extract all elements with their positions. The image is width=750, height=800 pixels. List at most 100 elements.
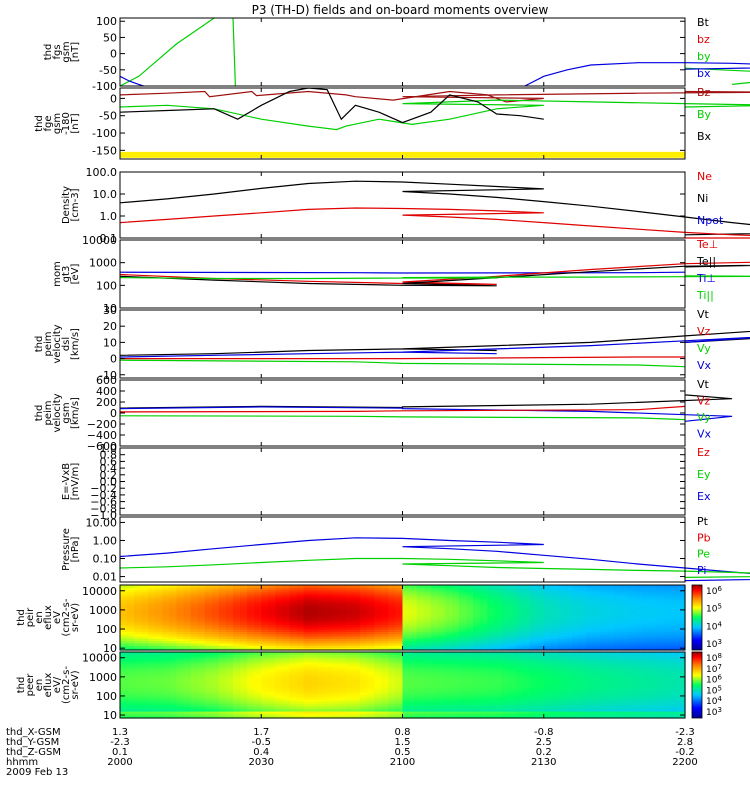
heatmap-cell bbox=[310, 715, 319, 719]
heatmap-cell bbox=[536, 633, 545, 637]
heatmap-cell bbox=[557, 587, 566, 591]
heatmap-cell bbox=[120, 687, 128, 691]
heatmap-cell bbox=[268, 699, 276, 703]
heatmap-cell bbox=[190, 659, 199, 663]
heatmap-cell bbox=[310, 636, 319, 639]
heatmap-cell bbox=[197, 622, 206, 625]
heatmap-cell bbox=[346, 685, 354, 688]
heatmap-cell bbox=[670, 652, 679, 655]
heatmap-cell bbox=[430, 652, 439, 655]
heatmap-cell bbox=[607, 692, 615, 696]
heatmap-cell bbox=[247, 645, 255, 649]
heatmap-cell bbox=[162, 670, 171, 674]
heatmap-cell bbox=[218, 631, 227, 635]
heatmap-cell bbox=[487, 587, 495, 591]
heatmap-cell bbox=[621, 601, 630, 605]
heatmap-cell bbox=[663, 596, 672, 600]
heatmap-cell bbox=[642, 706, 651, 710]
heatmap-cell bbox=[388, 701, 397, 705]
heatmap-cell bbox=[459, 666, 467, 670]
heatmap-cell bbox=[409, 687, 418, 691]
heatmap-cell bbox=[600, 643, 608, 646]
heatmap-cell bbox=[197, 608, 206, 612]
heatmap-cell bbox=[338, 680, 347, 684]
heatmap-cell bbox=[346, 710, 354, 714]
heatmap-cell bbox=[296, 687, 305, 691]
heatmap-cell bbox=[169, 594, 178, 598]
heatmap-cell bbox=[543, 661, 552, 665]
heatmap-cell bbox=[522, 713, 531, 717]
heatmap-cell bbox=[550, 701, 559, 705]
heatmap-cell bbox=[317, 659, 326, 663]
heatmap-cell bbox=[381, 610, 389, 614]
heatmap-cell bbox=[331, 656, 340, 660]
heatmap-cell bbox=[197, 633, 206, 637]
heatmap-cell bbox=[628, 703, 637, 707]
heatmap-cell bbox=[233, 647, 241, 651]
heatmap-cell bbox=[360, 687, 368, 691]
heatmap-cell bbox=[508, 701, 517, 705]
heatmap-cell bbox=[134, 680, 142, 684]
heatmap-cell bbox=[536, 659, 545, 663]
heatmap-cell bbox=[501, 710, 510, 714]
heatmap-cell bbox=[374, 692, 382, 696]
heatmap-cell bbox=[564, 668, 573, 672]
heatmap-cell bbox=[579, 713, 587, 717]
legend-item: Ne bbox=[697, 170, 712, 183]
heatmap-cell bbox=[614, 612, 623, 616]
heatmap-cell bbox=[670, 640, 679, 644]
heatmap-cell bbox=[409, 710, 418, 714]
heatmap-cell bbox=[451, 699, 460, 703]
heatmap-cell bbox=[593, 612, 601, 616]
heatmap-cell bbox=[204, 594, 213, 598]
heatmap-cell bbox=[324, 710, 333, 714]
heatmap-cell bbox=[466, 706, 474, 710]
heatmap-cell bbox=[564, 666, 573, 670]
heatmap-cell bbox=[430, 687, 439, 691]
heatmap-cell bbox=[225, 692, 234, 696]
heatmap-cell bbox=[296, 585, 305, 588]
heatmap-cell bbox=[183, 622, 192, 625]
heatmap-cell bbox=[162, 598, 171, 602]
heatmap-cell bbox=[204, 647, 213, 651]
heatmap-cell bbox=[317, 638, 326, 642]
heatmap-cell bbox=[656, 685, 665, 688]
heatmap-cell bbox=[162, 608, 171, 612]
heatmap-cell bbox=[466, 699, 474, 703]
heatmap-cell bbox=[303, 666, 312, 670]
heatmap-cell bbox=[218, 592, 227, 595]
heatmap-cell bbox=[346, 626, 354, 630]
heatmap-cell bbox=[204, 661, 213, 665]
heatmap-cell bbox=[444, 601, 453, 605]
heatmap-cell bbox=[536, 598, 545, 602]
heatmap-cell bbox=[430, 689, 439, 693]
heatmap-cell bbox=[211, 589, 220, 593]
heatmap-cell bbox=[225, 666, 234, 670]
heatmap-cell bbox=[635, 608, 644, 612]
heatmap-cell bbox=[197, 615, 206, 619]
heatmap-cell bbox=[459, 592, 467, 595]
heatmap-cell bbox=[529, 706, 538, 710]
heatmap-cell bbox=[607, 668, 615, 672]
heatmap-cell bbox=[543, 633, 552, 637]
heatmap-cell bbox=[183, 673, 192, 677]
heatmap-cell bbox=[579, 715, 587, 719]
heatmap-cell bbox=[593, 592, 601, 595]
heatmap-cell bbox=[360, 689, 368, 693]
heatmap-cell bbox=[572, 640, 580, 644]
heatmap-cell bbox=[148, 699, 156, 703]
heatmap-cell bbox=[522, 594, 531, 598]
y-tick-label: 0 bbox=[110, 353, 117, 366]
heatmap-cell bbox=[494, 631, 502, 635]
heatmap-cell bbox=[473, 619, 481, 623]
heatmap-cell bbox=[480, 612, 488, 616]
heatmap-cell bbox=[120, 699, 128, 703]
heatmap-cell bbox=[642, 659, 651, 663]
heatmap-cell bbox=[663, 682, 672, 686]
heatmap-cell bbox=[670, 598, 679, 602]
heatmap-cell bbox=[169, 631, 178, 635]
heatmap-cell bbox=[430, 670, 439, 674]
heatmap-cell bbox=[409, 689, 418, 693]
heatmap-cell bbox=[134, 687, 142, 691]
